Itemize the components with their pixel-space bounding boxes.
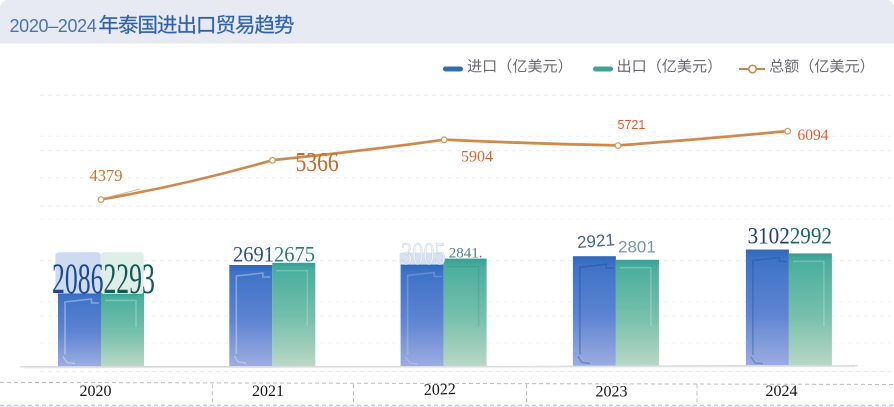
svg-text:5366: 5366 bbox=[296, 148, 339, 178]
svg-text:2020: 2020 bbox=[80, 383, 112, 400]
svg-text:5904: 5904 bbox=[461, 149, 493, 166]
svg-text:2023: 2023 bbox=[596, 384, 628, 401]
svg-text:6094: 6094 bbox=[798, 127, 829, 144]
svg-text:2021: 2021 bbox=[252, 383, 284, 400]
svg-text:31022992: 31022992 bbox=[748, 222, 832, 248]
svg-text:2024: 2024 bbox=[766, 383, 798, 400]
svg-text:3005: 3005 bbox=[401, 236, 446, 272]
svg-text:2801: 2801 bbox=[618, 237, 656, 256]
svg-text:4379: 4379 bbox=[90, 166, 123, 185]
svg-text:2841.: 2841. bbox=[449, 246, 483, 262]
svg-text:2022: 2022 bbox=[424, 381, 457, 399]
svg-text:20862293: 20862293 bbox=[52, 254, 155, 303]
svg-text:2020–2024: 2020–2024 bbox=[10, 16, 97, 36]
svg-text:26912675: 26912675 bbox=[233, 242, 315, 267]
svg-text:5721: 5721 bbox=[618, 118, 646, 132]
svg-text:2921: 2921 bbox=[576, 230, 615, 252]
